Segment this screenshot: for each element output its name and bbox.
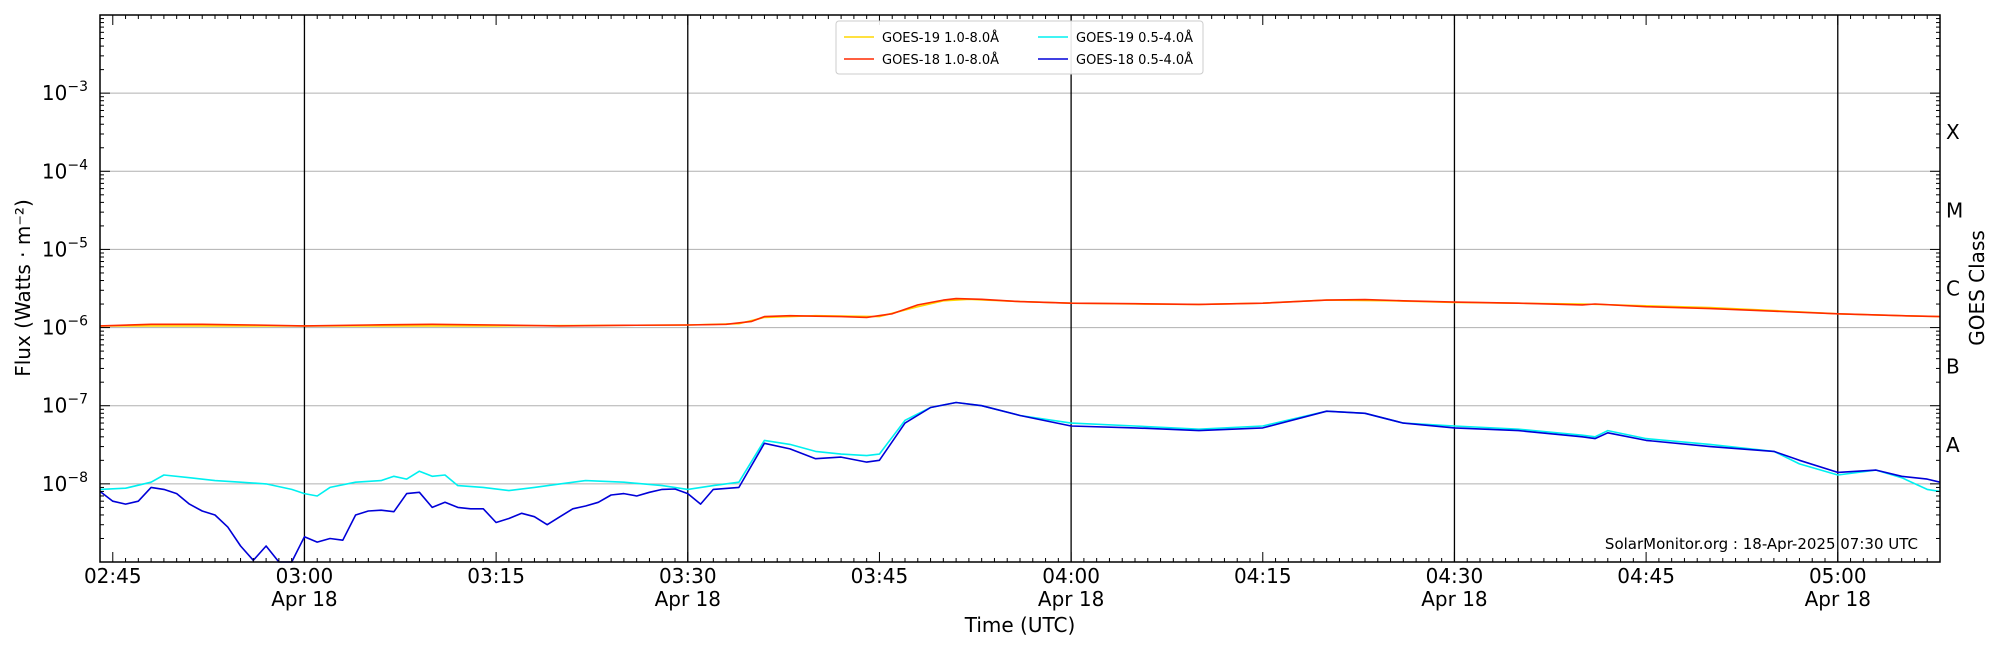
series-line: [99, 401, 1941, 497]
legend-label: GOES-18 0.5-4.0Å: [1076, 52, 1193, 68]
legend-box: [835, 20, 1204, 75]
y-tick-label: 10−8: [42, 470, 88, 496]
legend: GOES-19 1.0-8.0Å GOES-18 1.0-8.0Å GOES-19 …: [835, 20, 1204, 75]
day-marker-lines: [303, 15, 1839, 562]
goes-class-labels: A B C M X: [1946, 120, 1963, 457]
y-tick-label: 10−6: [42, 314, 88, 340]
legend-label: GOES-18 1.0-8.0Å: [882, 52, 999, 68]
y-tick-labels: 10−8 10−7 10−6 10−5 10−4 10−3: [42, 79, 88, 496]
legend-label: GOES-19 1.0-8.0Å: [882, 30, 999, 46]
legend-label: GOES-19 0.5-4.0Å: [1076, 30, 1193, 46]
x-tick-label: 04:00: [1042, 564, 1100, 588]
y-tick-label: 10−5: [42, 235, 88, 261]
goes-class-axis-label: GOES Class: [1965, 230, 1989, 346]
x-tick-label: 03:15: [467, 564, 525, 588]
grid-lines: [100, 92, 1940, 485]
y-tick-label: 10−7: [42, 392, 88, 418]
x-tick-date-label: Apr 18: [1421, 587, 1487, 611]
y-axis-label: Flux (Watts · m⁻²): [11, 199, 35, 377]
goes-class-label: M: [1946, 198, 1963, 222]
source-annotation: SolarMonitor.org : 18-Apr-2025 07:30 UTC: [1605, 535, 1918, 553]
x-tick-date-label: Apr 18: [271, 587, 337, 611]
x-tick-date-label: Apr 18: [655, 587, 721, 611]
x-tick-label: 03:00: [276, 564, 334, 588]
y-tick-label: 10−4: [42, 157, 88, 183]
x-tick-label: 04:45: [1617, 564, 1675, 588]
series-line: [99, 297, 1941, 327]
axis-ticks: [99, 15, 1941, 563]
goes-class-label: A: [1946, 433, 1960, 457]
plot-frame: [99, 14, 1941, 563]
x-tick-label: 02:45: [84, 564, 142, 588]
x-axis-label: Time (UTC): [964, 613, 1076, 637]
series-lines: [99, 297, 1941, 563]
y-tick-label: 10−3: [42, 79, 88, 105]
x-tick-label: 04:30: [1426, 564, 1484, 588]
x-tick-date-label: Apr 18: [1805, 587, 1871, 611]
x-tick-label: 03:45: [851, 564, 909, 588]
series-line: [100, 298, 1941, 327]
goes-class-label: B: [1946, 355, 1960, 379]
x-tick-label: 03:30: [659, 564, 717, 588]
x-tick-date-label: Apr 18: [1038, 587, 1104, 611]
x-tick-label: 04:15: [1234, 564, 1292, 588]
x-tick-label: 05:00: [1809, 564, 1867, 588]
series-line: [99, 401, 1941, 563]
goes-class-label: X: [1946, 120, 1960, 144]
goes-class-label: C: [1946, 277, 1960, 301]
